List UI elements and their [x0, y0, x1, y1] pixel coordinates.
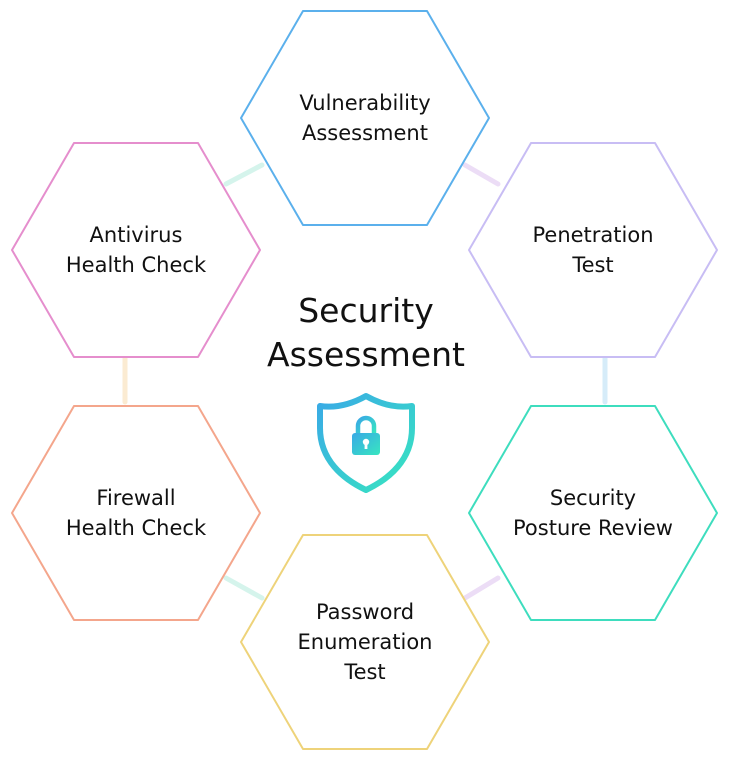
shield-outline	[317, 393, 415, 493]
hexagon-shape	[240, 10, 490, 226]
lock-shackle	[355, 415, 377, 434]
hexagon-security-posture-review: Security Posture Review	[468, 405, 718, 621]
hexagon-shape	[11, 142, 261, 358]
hexagon-label-line: Antivirus	[90, 223, 183, 247]
connector-line	[462, 575, 501, 601]
connector-line	[223, 162, 265, 187]
hexagon-antivirus-health-check: Antivirus Health Check	[11, 142, 261, 358]
connector-line	[223, 575, 265, 601]
hexagon-label-line: Test	[571, 253, 613, 277]
lock-keyhole-slot	[364, 443, 368, 449]
hexagon-password-enumeration-test: Password Enumeration Test	[240, 534, 490, 750]
hexagon-label-line: Penetration	[532, 223, 653, 247]
hexagon-shape	[11, 405, 261, 621]
hexagon-penetration-test: Penetration Test	[468, 142, 718, 358]
hexagon-shape	[468, 405, 718, 621]
hexagon-shape	[240, 534, 490, 750]
center-title-line-2: Assessment	[267, 335, 465, 374]
connector-lines	[122, 162, 608, 601]
hexagon-label-line: Health Check	[66, 253, 207, 277]
hexagon-label-line: Enumeration	[298, 630, 433, 654]
hexagon-label-line: Security	[550, 486, 636, 510]
connector-line	[462, 162, 501, 187]
hexagon-label-line: Vulnerability	[299, 91, 430, 115]
hexagon-label-line: Posture Review	[513, 516, 673, 540]
hexagon-label-line: Assessment	[302, 121, 428, 145]
hexagon-vulnerability-assessment: Vulnerability Assessment	[240, 10, 490, 226]
hexagon-label-line: Test	[343, 660, 385, 684]
lock-keyhole	[362, 438, 370, 446]
hexagon-label-line: Password	[316, 600, 414, 624]
shield-lock-icon	[317, 393, 415, 493]
hexagon-label-line: Health Check	[66, 516, 207, 540]
center-title: Security Assessment	[267, 291, 465, 374]
hexagon-firewall-health-check: Firewall Health Check	[11, 405, 261, 621]
center-title-line-1: Security	[298, 291, 434, 330]
hexagon-nodes: Vulnerability Assessment Penetration Test Se…	[11, 10, 718, 750]
hexagon-shape	[468, 142, 718, 358]
hexagon-label-line: Firewall	[96, 486, 175, 510]
